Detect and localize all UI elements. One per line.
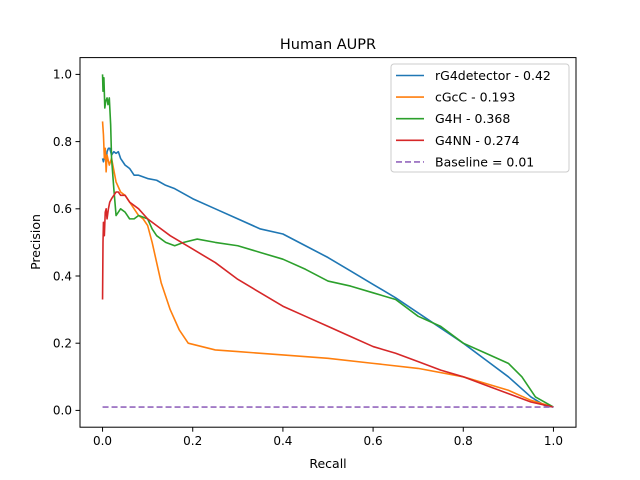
x-tick-label: 0.0	[93, 434, 112, 448]
y-tick-label: 0.6	[53, 202, 72, 216]
series-layer	[101, 74, 554, 408]
plot-frame	[79, 57, 577, 428]
x-tick-label: 0.6	[364, 434, 383, 448]
x-tick-label: 0.2	[183, 434, 202, 448]
y-tick-label: 0.2	[53, 337, 72, 351]
legend-label: G4NN - 0.274	[435, 133, 520, 148]
x-tick-label: 1.0	[544, 434, 563, 448]
y-tick-label: 0.8	[53, 135, 72, 149]
series-line-2	[101, 74, 554, 408]
legend: rG4detector - 0.42 cGcC - 0.193 G4H - 0.36…	[390, 63, 570, 173]
y-tick-label: 1.0	[53, 68, 72, 82]
legend-label: Baseline = 0.01	[435, 154, 534, 169]
legend-box	[390, 63, 570, 173]
y-tick-label: 0.0	[53, 404, 72, 418]
y-axis-label: Precision	[28, 214, 43, 270]
legend-label: G4H - 0.368	[435, 111, 510, 126]
y-tick-label: 0.4	[53, 269, 72, 283]
series-line-1	[101, 121, 554, 408]
series-line-3	[101, 191, 554, 408]
ticks-layer: 0.0 0.2 0.4 0.6 0.8 1.0 0.0 0.2 0.4 0.6 0.8 1.0	[53, 68, 563, 449]
x-tick-label: 0.4	[273, 434, 292, 448]
legend-label: cGcC - 0.193	[435, 90, 515, 105]
legend-label: rG4detector - 0.42	[435, 68, 551, 83]
x-axis-label: Recall	[309, 456, 346, 471]
x-tick-label: 0.8	[454, 434, 473, 448]
chart-title: Human AUPR	[280, 37, 376, 53]
